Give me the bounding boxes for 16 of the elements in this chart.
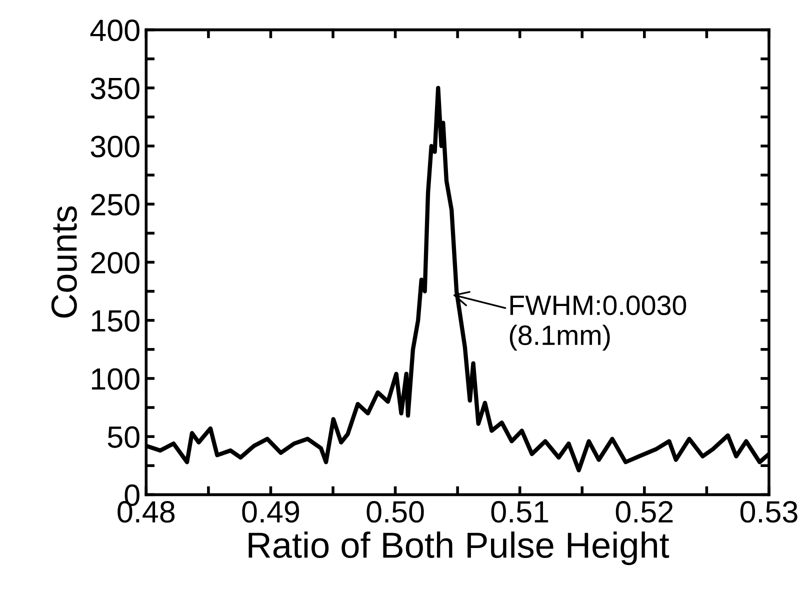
- y-tick-label: 200: [91, 252, 140, 274]
- annotation: FWHM:0.0030 (8.1mm): [510, 296, 686, 351]
- y-axis-title: Counts: [51, 206, 77, 318]
- y-tick-label: 150: [92, 310, 140, 332]
- x-tick-label: 0.51: [491, 501, 548, 523]
- x-tick-label: 0.49: [242, 501, 300, 523]
- x-tick-label: 0.52: [616, 501, 673, 523]
- y-tick-label: 100: [92, 368, 140, 390]
- y-tick-label: 300: [90, 136, 140, 158]
- x-axis-title: Ratio of Both Pulse Height: [248, 531, 670, 566]
- x-tick-label: 0.50: [366, 501, 424, 523]
- y-tick-label: 400: [90, 20, 140, 42]
- x-tick-label: 0.53: [740, 501, 798, 523]
- y-tick-label: 50: [108, 426, 140, 448]
- y-tick-label: 350: [90, 78, 140, 100]
- y-tick-label: 250: [91, 194, 140, 216]
